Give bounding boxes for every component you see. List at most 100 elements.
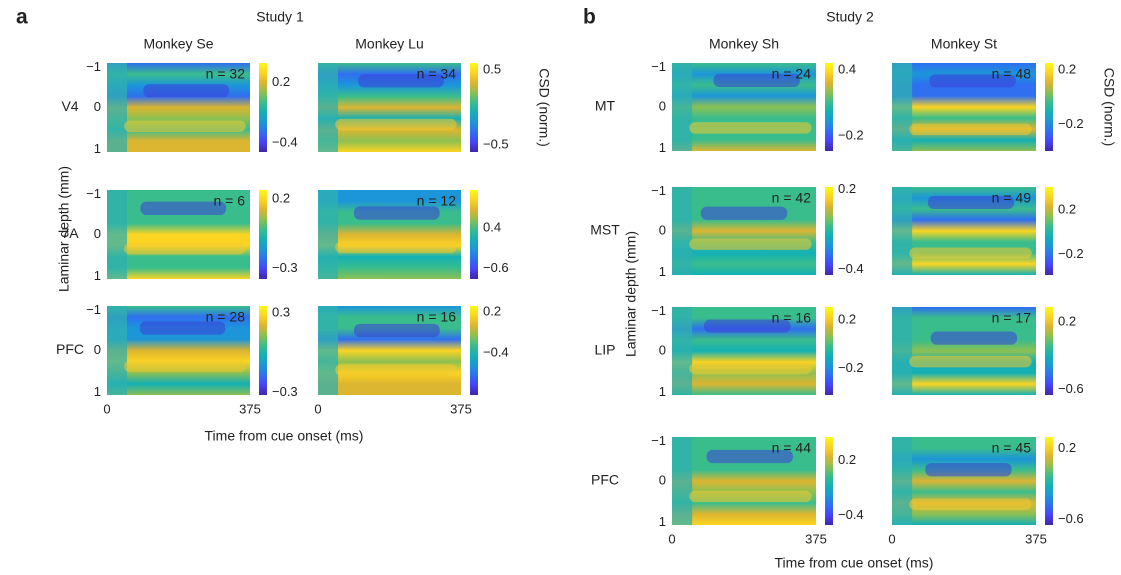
- monkey-label: Monkey Se: [143, 36, 213, 52]
- colorbar-tick-label: 0.2: [1058, 313, 1076, 328]
- monkey-label: Monkey Lu: [355, 36, 423, 52]
- heatmap: [318, 190, 461, 279]
- colorbar: [1045, 437, 1053, 525]
- n-label: n = 32: [206, 66, 246, 82]
- y-tick-label: 0: [94, 342, 101, 357]
- y-tick-label: 1: [659, 514, 666, 529]
- y-axis-label: Laminar depth (mm): [56, 166, 72, 292]
- n-label: n = 16: [772, 310, 812, 326]
- heatmap-band: [689, 238, 812, 250]
- colorbar: [259, 63, 267, 152]
- heatmap-band: [335, 118, 457, 131]
- colorbar: [259, 306, 267, 395]
- colorbar-tick-label: 0.2: [483, 304, 501, 319]
- y-tick-label: 1: [94, 268, 101, 283]
- heatmap-onset: [892, 63, 913, 151]
- heatmap-onset: [892, 187, 913, 275]
- colorbar-tick-label: −0.2: [1058, 116, 1084, 131]
- heatmap-onset: [318, 63, 339, 152]
- heatmap-onset: [672, 63, 693, 151]
- colorbar-label: CSD (norm.): [536, 68, 552, 147]
- colorbar: [825, 307, 833, 395]
- area-label: V4: [61, 98, 78, 114]
- n-label: n = 16: [417, 309, 457, 325]
- heatmap-onset: [107, 190, 128, 279]
- colorbar-tick-label: −0.4: [272, 135, 298, 150]
- x-tick-label: 375: [805, 531, 827, 546]
- x-tick-label: 375: [239, 401, 261, 416]
- area-label: LIP: [594, 342, 615, 358]
- heatmap-band: [139, 321, 226, 335]
- colorbar-tick-label: −0.6: [1058, 381, 1084, 396]
- heatmap-band: [140, 201, 227, 215]
- colorbar-tick-label: −0.2: [838, 360, 864, 375]
- heatmap-band: [909, 498, 1032, 510]
- colorbar: [470, 190, 478, 279]
- area-label: MST: [590, 222, 620, 238]
- colorbar: [825, 437, 833, 525]
- y-tick-label: −1: [86, 186, 101, 201]
- colorbar-tick-label: 0.2: [838, 312, 856, 327]
- colorbar-tick-label: 0.2: [272, 190, 290, 205]
- y-tick-label: −1: [651, 303, 666, 318]
- n-label: n = 17: [992, 310, 1032, 326]
- heatmap: [107, 63, 250, 152]
- x-tick-label: 0: [668, 531, 675, 546]
- heatmap: [107, 306, 250, 395]
- heatmap-band: [930, 331, 1018, 345]
- y-tick-label: 0: [94, 99, 101, 114]
- x-tick-label: 0: [888, 531, 895, 546]
- colorbar-tick-label: −0.4: [838, 261, 864, 276]
- colorbar-tick-label: −0.6: [1058, 511, 1084, 526]
- colorbar: [1045, 187, 1053, 275]
- colorbar: [470, 306, 478, 395]
- heatmap-band: [124, 120, 246, 133]
- heatmap: [892, 437, 1036, 525]
- heatmap-band: [927, 195, 1015, 210]
- colorbar-tick-label: −0.2: [1058, 246, 1084, 261]
- y-tick-label: −1: [86, 302, 101, 317]
- heatmap-band: [689, 490, 812, 503]
- monkey-label: Monkey St: [931, 36, 997, 52]
- study-title: Study 2: [826, 9, 874, 25]
- y-tick-label: 0: [659, 472, 666, 487]
- n-label: n = 45: [992, 440, 1032, 456]
- colorbar: [825, 63, 833, 151]
- heatmap-onset: [672, 307, 693, 395]
- heatmap-onset: [892, 437, 913, 525]
- heatmap-band: [124, 360, 246, 373]
- n-label: n = 6: [213, 193, 245, 209]
- colorbar: [470, 63, 478, 152]
- n-label: n = 24: [772, 66, 812, 82]
- panel-letter: b: [583, 6, 596, 29]
- area-label: MT: [595, 98, 616, 114]
- heatmap-band: [358, 74, 444, 88]
- monkey-label: Monkey Sh: [709, 36, 779, 52]
- y-tick-label: −1: [86, 59, 101, 74]
- heatmap-band: [909, 247, 1032, 259]
- heatmap-band: [335, 364, 457, 376]
- x-axis-label: Time from cue onset (ms): [775, 555, 934, 571]
- n-label: n = 42: [772, 190, 812, 206]
- heatmap-band: [713, 73, 800, 87]
- heatmap-onset: [672, 437, 693, 525]
- heatmap-band: [143, 84, 230, 98]
- colorbar-tick-label: 0.2: [838, 452, 856, 467]
- heatmap-band: [706, 449, 793, 464]
- colorbar-tick-label: 0.2: [1058, 440, 1076, 455]
- colorbar: [1045, 63, 1053, 151]
- colorbar-tick-label: 0.2: [1058, 201, 1076, 216]
- heatmap-onset: [107, 306, 128, 395]
- colorbar-label: CSD (norm.): [1101, 68, 1117, 147]
- y-tick-label: 0: [659, 98, 666, 113]
- heatmap-band: [335, 241, 457, 254]
- x-tick-label: 0: [103, 401, 110, 416]
- heatmap-band: [689, 362, 812, 375]
- x-tick-label: 375: [450, 401, 472, 416]
- area-label: PFC: [56, 341, 84, 357]
- heatmap-band: [704, 319, 791, 333]
- y-tick-label: −1: [651, 433, 666, 448]
- heatmap-band: [353, 323, 440, 338]
- y-axis-label: Laminar depth (mm): [623, 231, 639, 357]
